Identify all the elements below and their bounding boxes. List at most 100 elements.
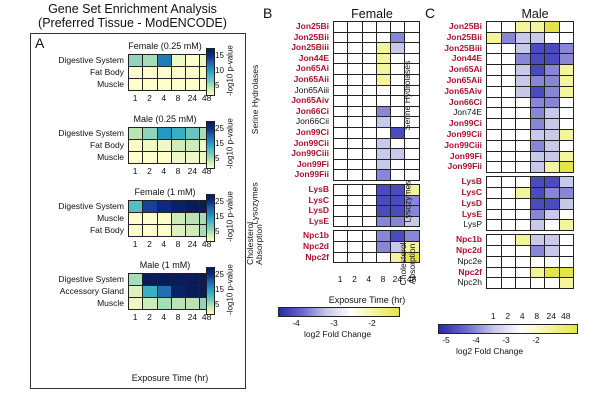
fold-change-cell xyxy=(376,216,391,227)
heatmap-cell xyxy=(143,79,157,90)
fold-change-cell xyxy=(516,209,530,220)
fold-change-cell xyxy=(487,129,501,140)
colorbar-label: -log10 p-value xyxy=(225,191,235,242)
fold-change-cell xyxy=(559,245,573,256)
gene-label: Npc1b xyxy=(303,230,329,241)
fold-change-cell xyxy=(545,267,559,278)
gene-label: Jon44E xyxy=(451,53,482,64)
row-label: Fat Body xyxy=(89,67,124,77)
colorbar xyxy=(206,48,215,96)
fold-change-cell xyxy=(501,256,515,267)
fold-change-cell xyxy=(362,43,376,53)
fold-change-cell xyxy=(334,216,348,227)
x-tick-label: 4 xyxy=(366,274,372,284)
fold-change-cell xyxy=(362,170,376,180)
panel-b-label: B xyxy=(263,5,273,21)
fold-change-cell xyxy=(391,231,405,241)
group-label: Cholesterol Absorption xyxy=(245,222,264,266)
fold-change-cell xyxy=(530,108,544,119)
colorbar-tick: -3 xyxy=(330,318,338,328)
fold-change-cell xyxy=(348,106,362,117)
fold-change-cell xyxy=(334,195,348,206)
heatmap-cell xyxy=(171,201,186,212)
heatmap-cell xyxy=(186,286,200,297)
fold-change-cell xyxy=(545,198,559,209)
gene-label: Npc1b xyxy=(456,234,482,245)
heatmap-cell xyxy=(157,213,171,224)
colorbar-tick: 25 xyxy=(215,124,224,133)
fold-change-cell xyxy=(405,106,419,117)
fold-change-cell xyxy=(516,22,530,32)
fold-change-cell xyxy=(559,108,573,119)
fold-change-cell xyxy=(391,117,405,127)
x-tick-label: 48 xyxy=(201,166,212,176)
fold-change-cell xyxy=(348,170,362,180)
fold-change-cell xyxy=(376,138,391,149)
fold-change-cell xyxy=(545,129,559,140)
gene-label: LysC xyxy=(461,187,482,197)
fold-change-cell xyxy=(376,195,391,206)
fold-change-cell xyxy=(487,43,501,54)
x-tick-label: 48 xyxy=(201,312,212,322)
fold-change-cell xyxy=(391,159,405,170)
colorbar-tick: 15 xyxy=(215,51,224,60)
heatmap-cell xyxy=(143,128,157,139)
x-tick-label: 1 xyxy=(132,312,138,322)
gene-label: Jon99Fii xyxy=(294,169,329,180)
fold-change-cell xyxy=(501,209,515,220)
fold-change-cell xyxy=(391,138,405,149)
heatmap-cell xyxy=(129,152,143,163)
gene-label: Jon99Fii xyxy=(447,161,482,172)
fold-change-cell xyxy=(516,256,530,267)
subplot-title: Male (0.25 mM) xyxy=(133,114,197,124)
fold-change-cell xyxy=(391,241,405,252)
fold-change-cell xyxy=(545,151,559,162)
fold-change-cell xyxy=(487,177,501,187)
gene-label: Jon65Aii xyxy=(293,74,329,84)
fold-change-cell xyxy=(559,32,573,43)
fold-change-cell xyxy=(516,108,530,119)
fold-change-cell xyxy=(391,195,405,206)
heatmap-cell xyxy=(186,128,200,139)
heatmap-cell xyxy=(143,152,157,163)
colorbar-tick: -4 xyxy=(472,335,480,345)
gene-label: Jon99Ci xyxy=(295,127,329,137)
fold-change-cell xyxy=(545,65,559,75)
fold-change-cell xyxy=(334,149,348,159)
fold-change-cell xyxy=(487,54,501,65)
fold-change-cell xyxy=(376,252,391,263)
colorbar-tick: 5 xyxy=(215,154,220,163)
colorbar-tick: 15 xyxy=(215,285,224,294)
fold-change-grid xyxy=(486,21,574,174)
x-tick-label: 4 xyxy=(161,239,167,249)
fold-change-cell xyxy=(545,220,559,231)
fold-change-grid xyxy=(486,234,574,290)
fold-change-cell xyxy=(545,177,559,187)
fold-change-cell xyxy=(362,85,376,96)
gene-label: Jon25Biii xyxy=(444,42,482,53)
fold-change-grid xyxy=(486,176,574,232)
fold-change-cell xyxy=(362,206,376,216)
gene-label: Npc2f xyxy=(305,251,329,262)
gene-label: LysC xyxy=(308,194,329,205)
fold-change-cell xyxy=(501,220,515,231)
panel-b-title: Female xyxy=(351,7,393,21)
fold-change-cell xyxy=(405,231,419,241)
fold-change-cell xyxy=(362,117,376,127)
gene-label: Jon66Ci xyxy=(448,96,482,107)
fold-change-cell xyxy=(348,74,362,85)
heatmap-cell xyxy=(171,286,186,297)
fold-change-cell xyxy=(530,235,544,245)
gene-label: Jon99Ciii xyxy=(444,139,482,150)
fold-change-cell xyxy=(530,140,544,151)
colorbar xyxy=(206,121,215,169)
heatmap-cell xyxy=(129,213,143,224)
fold-change-cell xyxy=(559,187,573,198)
heatmap-cell xyxy=(186,152,200,163)
heatmap-cell xyxy=(157,140,171,151)
fold-change-cell xyxy=(545,278,559,289)
fold-change-cell xyxy=(376,149,391,159)
fold-change-cell xyxy=(391,74,405,85)
fold-change-cell xyxy=(559,162,573,173)
fold-change-cell xyxy=(348,43,362,53)
